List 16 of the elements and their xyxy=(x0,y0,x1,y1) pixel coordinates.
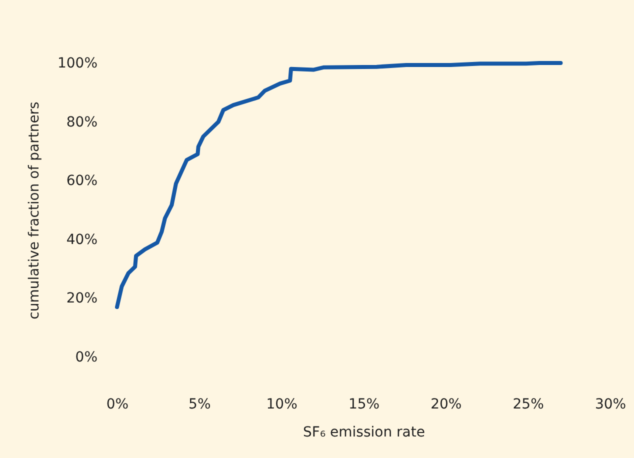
y-tick-label: 0% xyxy=(75,350,98,366)
x-tick-label: 15% xyxy=(348,396,380,412)
x-tick-label: 25% xyxy=(512,396,544,412)
y-tick-label: 80% xyxy=(66,114,98,130)
x-axis-title: SF₆ emission rate xyxy=(303,424,425,440)
x-tick-label: 5% xyxy=(188,396,211,412)
x-tick-label: 20% xyxy=(430,396,462,412)
y-tick-label: 40% xyxy=(66,232,98,248)
y-tick-label: 100% xyxy=(57,56,98,72)
line-series xyxy=(115,61,563,310)
x-tick-label: 10% xyxy=(266,396,298,412)
x-tick-label: 30% xyxy=(594,396,626,412)
y-tick-label: 60% xyxy=(66,173,98,190)
x-tick-label: 0% xyxy=(106,396,129,412)
y-tick-label: 20% xyxy=(66,290,98,307)
y-axis-title: cumulative fraction of partners xyxy=(26,102,42,320)
